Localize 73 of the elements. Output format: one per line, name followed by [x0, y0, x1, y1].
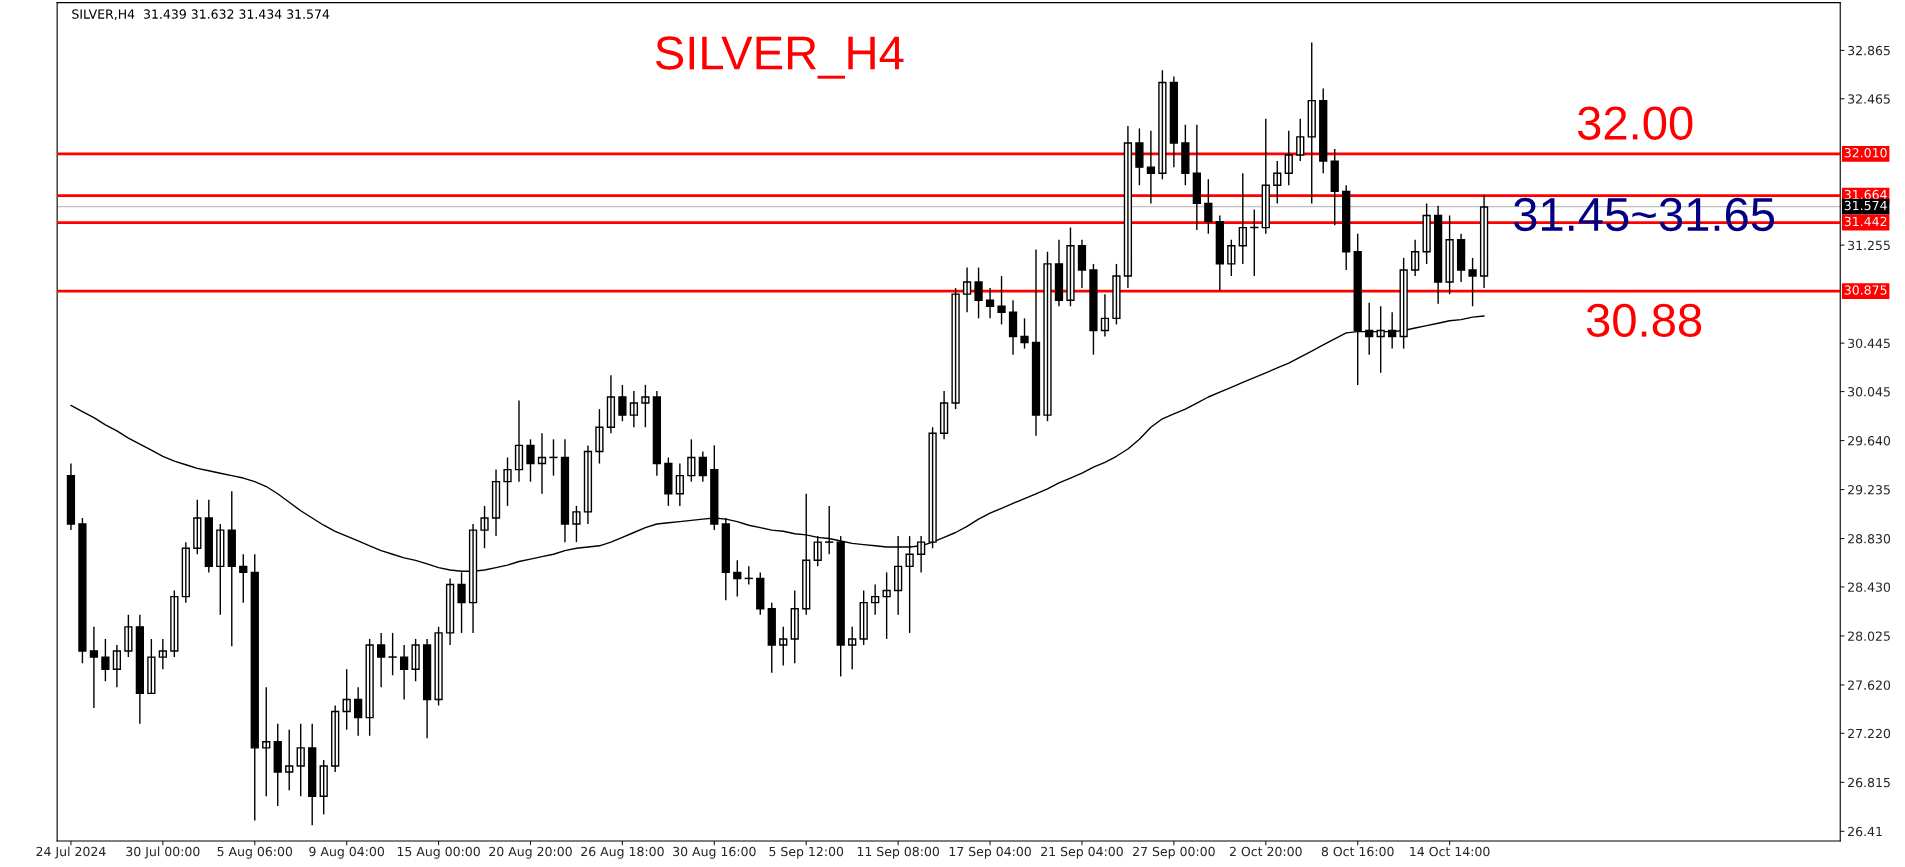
candlestick — [664, 456, 673, 507]
y-tick-label: 27.220 — [1848, 728, 1891, 739]
text: 32.00 — [1577, 106, 1693, 140]
candlestick — [388, 632, 397, 676]
y-tick-label: 29.640 — [1848, 436, 1891, 446]
x-tick-label: 2 Oct 20:00 — [1229, 846, 1302, 857]
candlestick — [1422, 202, 1431, 265]
candlestick — [641, 384, 650, 428]
candlestick — [951, 287, 960, 410]
candlestick — [997, 275, 1006, 326]
text: 30.88 — [1586, 303, 1702, 338]
x-tick-label: 15 Aug 00:00 — [397, 846, 480, 859]
candlestick — [480, 505, 489, 549]
y-tick-label: 32.865 — [1848, 45, 1890, 56]
x-tick-label: 27 Sep 00:00 — [1133, 846, 1215, 859]
y-tick-label: 32.465 — [1848, 94, 1890, 104]
candlestick — [1066, 226, 1075, 307]
candlestick — [285, 728, 294, 791]
x-tick-label: 5 Aug 06:00 — [217, 846, 293, 859]
x-tick-label: 17 Sep 04:00 — [949, 846, 1031, 859]
candlestick — [1181, 124, 1190, 186]
x-tick-label: 14 Oct 14:00 — [1410, 846, 1490, 857]
candlestick — [928, 426, 937, 549]
candlestick — [1135, 127, 1144, 186]
candlestick — [825, 505, 834, 555]
candlestick — [572, 505, 581, 543]
candlestick — [1089, 263, 1098, 356]
candlestick — [974, 266, 983, 320]
candlestick — [1043, 251, 1052, 422]
candlestick — [262, 686, 271, 797]
ref-line-label: 31.442 — [1844, 216, 1887, 227]
x-tick-label: 24 Jul 2024 — [36, 846, 106, 859]
x-tick-label: 26 Aug 18:00 — [581, 846, 664, 859]
y-tick-label: 26.815 — [1848, 777, 1890, 788]
ref-line-label: 31.574 — [1844, 200, 1887, 211]
candlestick — [1020, 317, 1029, 350]
candlestick — [147, 638, 156, 695]
x-tick-label: 8 Oct 16:00 — [1321, 846, 1394, 857]
y-tick-label: 30.445 — [1848, 338, 1890, 349]
y-tick-label: 28.830 — [1848, 534, 1891, 544]
text: SILVER_H4 — [655, 36, 904, 79]
y-tick-label: 29.235 — [1848, 485, 1890, 495]
candlestick — [503, 456, 512, 507]
y-tick-label: 28.025 — [1848, 631, 1890, 641]
x-tick-label: 11 Sep 08:00 — [857, 846, 940, 859]
candlestick — [526, 438, 535, 483]
candlestick — [1112, 263, 1121, 326]
candlestick — [1158, 69, 1167, 180]
candlestick — [78, 517, 87, 664]
candlestick — [779, 626, 788, 667]
y-tick-label: 30.045 — [1848, 387, 1890, 397]
x-tick-label: 5 Sep 12:00 — [769, 846, 844, 859]
candlestick — [101, 638, 110, 682]
ref-line-label: 31.664 — [1844, 189, 1887, 200]
y-tick-label: 27.620 — [1848, 680, 1891, 690]
y-tick-label: 26.41 — [1848, 826, 1882, 837]
candlestick — [618, 384, 627, 422]
chart-subtitle: SILVER,H4 31.439 31.632 31.434 31.574 — [72, 9, 330, 21]
candlestick — [124, 614, 133, 658]
y-tick-label: 31.255 — [1848, 240, 1890, 251]
x-tick-label: 9 Aug 04:00 — [309, 846, 385, 859]
ref-line-label: 32.010 — [1844, 148, 1887, 158]
y-tick-label: 28.430 — [1848, 582, 1891, 592]
candlestick — [1468, 257, 1477, 307]
ref-line-label: 30.875 — [1844, 285, 1887, 295]
x-tick-label: 21 Sep 04:00 — [1041, 846, 1123, 859]
candlestick — [411, 638, 420, 682]
candlestick — [434, 626, 443, 707]
candlestick — [1445, 214, 1454, 295]
x-tick-label: 30 Aug 16:00 — [673, 846, 756, 859]
candlestick — [595, 408, 604, 465]
x-tick-label: 30 Jul 00:00 — [126, 846, 200, 859]
x-tick-label: 20 Aug 20:00 — [489, 846, 572, 859]
